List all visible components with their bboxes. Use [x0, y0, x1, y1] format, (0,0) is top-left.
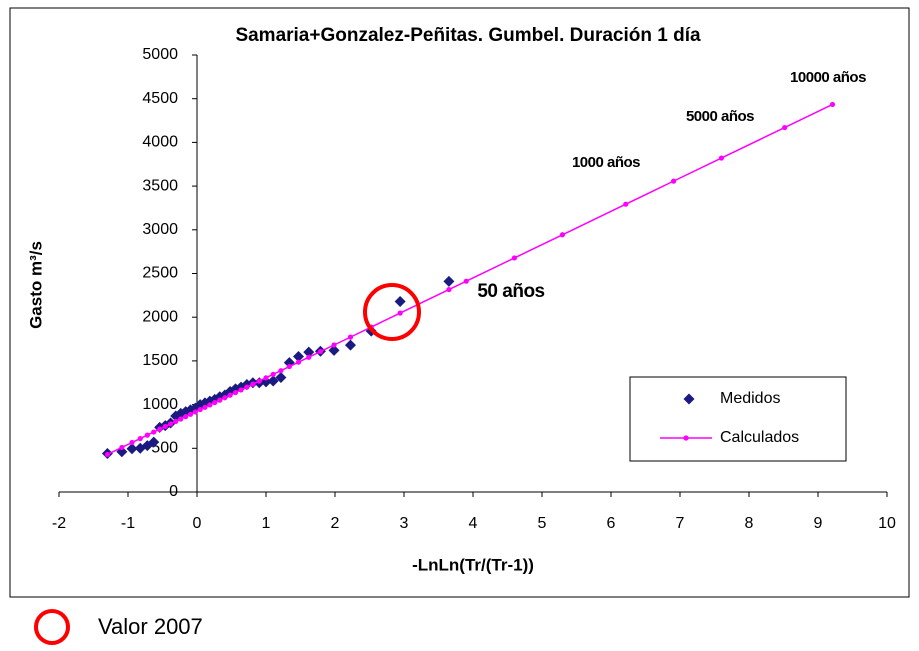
calc-point — [222, 395, 228, 401]
calc-point — [670, 178, 677, 184]
x-tick-label: -1 — [121, 515, 135, 532]
calc-point — [250, 381, 256, 387]
y-axis-title: Gasto m³/s — [26, 241, 45, 329]
calc-point — [144, 432, 150, 438]
x-tick-label: 7 — [676, 515, 685, 532]
calc-point — [278, 368, 284, 374]
calc-line — [107, 103, 833, 456]
measured-point — [303, 346, 315, 358]
measured-point — [344, 339, 356, 351]
calc-point — [623, 201, 629, 207]
calc-point — [511, 255, 517, 261]
calc-point — [104, 451, 111, 458]
calc-point — [119, 444, 125, 451]
calc-point — [129, 439, 135, 446]
x-tick-label: 2 — [331, 515, 340, 532]
measured-point — [443, 275, 455, 287]
calc-point — [256, 378, 262, 384]
legend-label: Medidos — [720, 390, 780, 407]
y-tick-label: 1500 — [142, 352, 178, 369]
chart-frame — [9, 7, 910, 598]
x-tick-label: 1 — [262, 515, 271, 532]
y-tick-label: 4500 — [142, 90, 178, 107]
calc-point — [227, 392, 233, 398]
calc-point — [263, 375, 269, 381]
y-tick-label: 3500 — [142, 177, 178, 194]
annotation: 5000 años — [686, 108, 754, 125]
y-tick-label: 0 — [169, 483, 178, 500]
calc-point — [207, 402, 213, 408]
calc-point — [829, 101, 836, 108]
calc-point — [178, 416, 184, 422]
calc-point — [157, 426, 163, 432]
legend-swatch — [683, 435, 689, 441]
calc-point — [238, 387, 244, 393]
calc-point — [167, 421, 174, 427]
y-tick-label: 2500 — [142, 265, 178, 282]
y-tick-label: 4000 — [142, 134, 178, 151]
x-tick-label: 3 — [400, 515, 409, 532]
legend-box — [629, 376, 847, 462]
measured-point — [394, 295, 406, 307]
calc-point — [331, 342, 337, 348]
calc-point — [286, 363, 292, 370]
note-label: Valor 2007 — [98, 614, 203, 639]
calc-point — [187, 411, 194, 417]
calc-point — [306, 354, 312, 360]
legend-label: Calculados — [720, 429, 799, 446]
calc-point — [782, 124, 788, 131]
measured-point — [148, 436, 160, 448]
measured-point — [275, 372, 287, 384]
calc-point — [446, 286, 452, 293]
measured-point — [292, 351, 304, 363]
measured-point — [328, 344, 340, 356]
highlight-circle — [363, 283, 421, 341]
calc-point — [317, 348, 324, 355]
x-tick-label: 0 — [193, 515, 202, 532]
calc-point — [718, 155, 725, 161]
calc-point — [202, 404, 208, 410]
calc-point — [347, 334, 354, 340]
calc-point — [463, 278, 469, 284]
y-tick-label: 5000 — [142, 46, 178, 63]
x-tick-label: 6 — [607, 515, 616, 532]
x-tick-label: 10 — [878, 515, 896, 532]
legend-swatch — [683, 393, 695, 405]
y-tick-label: 500 — [151, 440, 178, 457]
annotation: 1000 años — [572, 154, 640, 171]
calc-point — [559, 232, 566, 238]
calc-point — [197, 406, 203, 413]
calc-point — [244, 384, 250, 390]
y-tick-label: 2000 — [142, 308, 178, 325]
annotation: 50 años — [477, 281, 544, 302]
annotation: 10000 años — [790, 69, 866, 86]
x-tick-label: -2 — [52, 515, 66, 532]
calc-point — [217, 397, 223, 403]
calc-point — [232, 389, 239, 396]
calc-point — [151, 429, 157, 435]
calc-point — [173, 418, 179, 424]
x-tick-label: 9 — [814, 515, 823, 532]
calc-point — [212, 399, 218, 406]
calc-point — [397, 310, 403, 316]
measured-point — [126, 443, 138, 455]
y-tick-label: 1000 — [142, 396, 178, 413]
calc-point — [183, 414, 189, 420]
measured-point — [267, 375, 279, 387]
calc-point — [137, 435, 143, 442]
x-axis-title: -LnLn(Tr/(Tr-1)) — [412, 555, 534, 574]
x-tick-label: 5 — [538, 515, 547, 532]
calc-point — [192, 409, 198, 415]
chart-title: Samaria+Gonzalez-Peñitas. Gumbel. Duraci… — [235, 25, 701, 46]
calc-point — [162, 423, 168, 430]
calc-point — [270, 371, 276, 377]
calc-point — [295, 359, 302, 365]
note-circle — [34, 609, 70, 645]
y-tick-label: 3000 — [142, 221, 178, 238]
x-tick-label: 8 — [745, 515, 754, 532]
x-tick-label: 4 — [469, 515, 478, 532]
